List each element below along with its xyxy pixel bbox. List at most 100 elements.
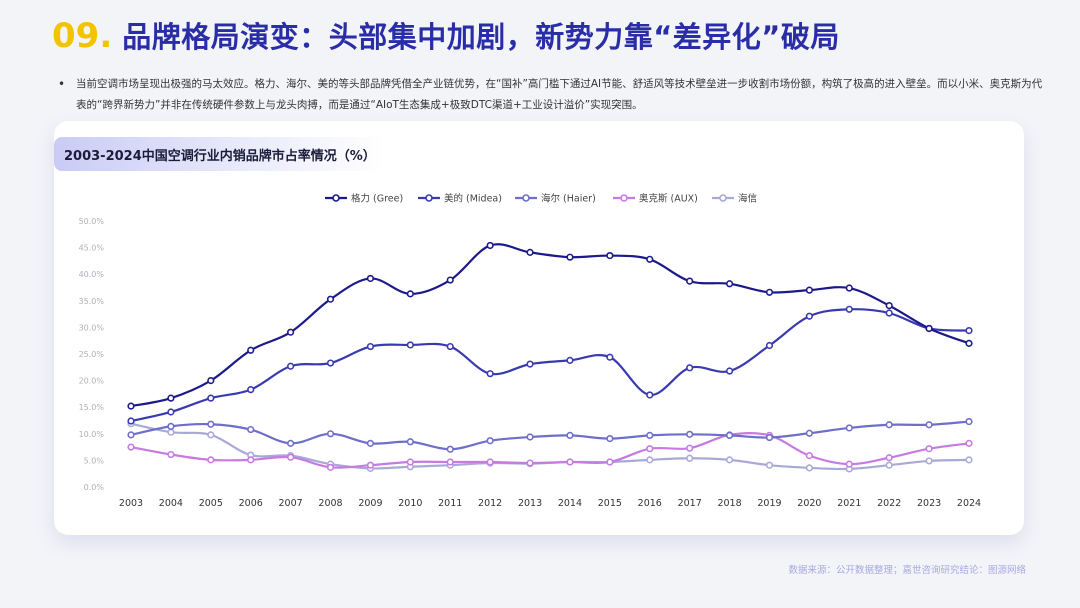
data-point	[885, 421, 893, 429]
data-point	[725, 431, 734, 439]
chart-title: 2003-2024中国空调行业内销品牌市占率情况（%）	[64, 149, 376, 164]
data-point	[646, 445, 654, 453]
data-point	[606, 251, 614, 260]
legend-marker	[522, 194, 530, 202]
data-point	[446, 276, 454, 284]
data-point	[566, 458, 574, 466]
y-tick-label: 50.0%	[79, 217, 105, 226]
data-point	[167, 450, 175, 459]
data-point	[526, 248, 534, 256]
data-point	[247, 456, 255, 464]
y-tick-label: 0.0%	[84, 483, 105, 492]
data-point	[127, 443, 135, 451]
data-point	[486, 370, 494, 378]
data-point	[805, 286, 813, 294]
data-point	[885, 461, 893, 469]
y-tick-label: 10.0%	[79, 430, 105, 439]
data-point	[606, 434, 614, 443]
x-tick-label: 2007	[279, 498, 303, 509]
source-note: 数据来源：公开数据整理；嘉世咨询研究结论：图源网络	[788, 565, 1026, 576]
x-tick-label: 2005	[199, 498, 223, 509]
data-point	[566, 356, 574, 364]
data-point	[805, 464, 813, 472]
data-point	[406, 290, 414, 298]
x-tick-label: 2019	[757, 498, 781, 509]
data-point	[326, 430, 335, 438]
legend-marker	[332, 194, 340, 202]
data-point	[845, 424, 853, 432]
y-tick-label: 20.0%	[79, 377, 105, 386]
data-point	[845, 460, 853, 468]
data-point	[486, 437, 494, 445]
data-point	[686, 364, 694, 372]
data-point	[686, 277, 694, 285]
data-point	[247, 425, 255, 434]
data-point	[686, 454, 694, 462]
data-point	[606, 353, 614, 361]
data-point	[326, 295, 335, 303]
y-tick-label: 35.0%	[79, 297, 105, 306]
data-point	[686, 444, 694, 452]
data-point	[646, 255, 654, 263]
data-point	[366, 342, 375, 351]
data-point	[885, 454, 893, 462]
x-tick-label: 2021	[837, 498, 861, 509]
page-title: 09. 品牌格局演变：头部集中加剧，新势力靠“差异化”破局	[52, 14, 840, 56]
x-tick-label: 2004	[159, 498, 183, 509]
data-point	[287, 362, 295, 370]
bullet-icon: •	[58, 77, 66, 91]
data-point	[686, 430, 694, 438]
data-point	[247, 346, 255, 354]
data-point	[127, 431, 135, 439]
x-tick-label: 2014	[558, 498, 582, 509]
x-tick-label: 2022	[877, 498, 901, 509]
y-tick-label: 15.0%	[79, 403, 105, 412]
data-point	[845, 284, 853, 292]
data-point	[366, 274, 375, 283]
intro-text: 当前空调市场呈现出极强的马太效应。格力、海尔、美的等头部品牌凭借全产业链优势，在…	[76, 78, 1043, 111]
series-line	[130, 420, 970, 451]
data-point	[805, 429, 813, 437]
legend-label: 海信	[738, 193, 757, 205]
data-point	[127, 417, 135, 425]
x-tick-label: 2012	[478, 498, 502, 509]
data-point	[725, 280, 734, 288]
data-point	[287, 328, 295, 336]
data-point	[606, 458, 614, 466]
legend-label: 美的 (Midea)	[444, 193, 502, 205]
x-tick-label: 2009	[358, 498, 382, 509]
legend-marker	[425, 194, 433, 202]
x-tick-label: 2024	[957, 498, 981, 509]
data-point	[566, 431, 574, 439]
x-tick-label: 2017	[678, 498, 702, 509]
legend-label: 格力 (Gree)	[351, 193, 403, 205]
x-tick-label: 2015	[598, 498, 622, 509]
x-tick-label: 2018	[717, 498, 741, 509]
data-point	[167, 394, 175, 402]
data-point	[247, 386, 255, 394]
chart-card	[54, 121, 1024, 535]
data-point	[207, 420, 215, 428]
y-tick-label: 25.0%	[79, 350, 105, 359]
x-tick-label: 2010	[398, 498, 422, 509]
data-point	[207, 431, 215, 439]
data-point	[127, 402, 135, 410]
data-point	[406, 458, 414, 466]
data-point	[207, 377, 215, 385]
data-point	[805, 452, 813, 460]
x-tick-label: 2006	[239, 498, 263, 509]
data-point	[925, 324, 933, 333]
data-point	[207, 394, 215, 402]
chart-title-bar	[54, 137, 384, 171]
data-point	[725, 367, 734, 375]
data-point	[167, 428, 175, 436]
intro-paragraph: • 当前空调市场呈现出极强的马太效应。格力、海尔、美的等头部品牌凭借全产业链优势…	[58, 74, 1046, 116]
data-point	[526, 459, 534, 467]
x-tick-label: 2008	[318, 498, 342, 509]
legend-label: 海尔 (Haier)	[541, 193, 596, 205]
data-point	[885, 301, 893, 310]
data-point	[326, 359, 335, 367]
data-point	[646, 456, 654, 464]
title-text: 品牌格局演变：头部集中加剧，新势力靠“差异化”破局	[122, 20, 840, 54]
